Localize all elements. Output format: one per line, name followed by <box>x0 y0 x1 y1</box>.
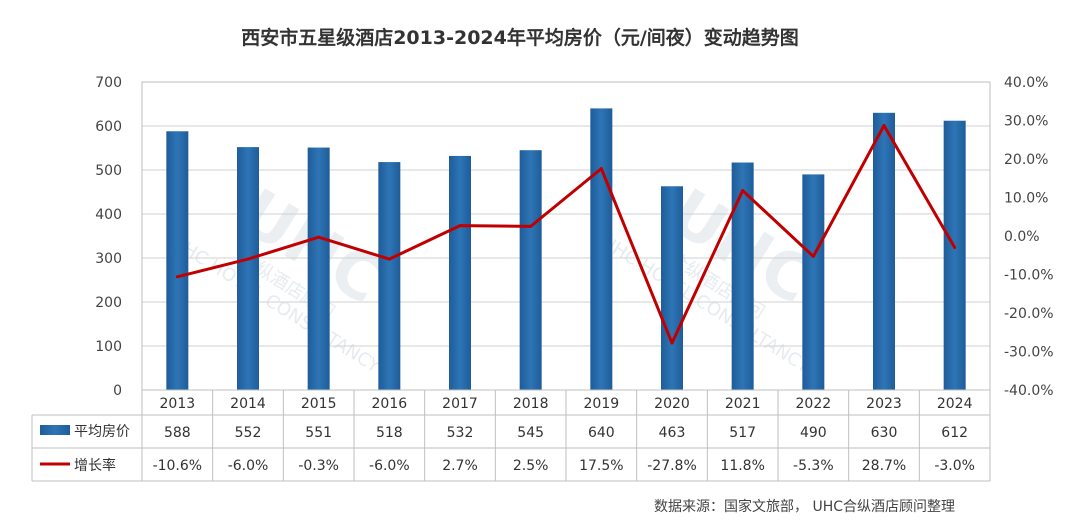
growth-point <box>529 224 533 228</box>
right-tick-label: 30.0% <box>1004 114 1048 130</box>
bar-value-label: 612 <box>941 425 968 441</box>
bar-value-label: 517 <box>729 425 756 441</box>
bar <box>166 131 189 390</box>
bar <box>873 112 895 391</box>
category-label: 2018 <box>513 396 549 412</box>
growth-point <box>670 341 674 345</box>
source-note: 数据来源：国家文旅部， UHC合纵酒店顾问整理 <box>654 498 955 515</box>
growth-value-label: -3.0% <box>934 458 975 474</box>
legend-key-bar <box>40 425 70 435</box>
growth-value-label: 11.8% <box>720 458 764 474</box>
bar <box>943 120 966 390</box>
growth-point <box>741 189 745 193</box>
category-label: 2019 <box>584 396 620 412</box>
bar <box>237 147 259 390</box>
growth-value-label: -10.6% <box>153 458 203 474</box>
right-tick-label: -40.0% <box>1004 383 1054 399</box>
bar <box>661 186 683 390</box>
bar-value-label: 532 <box>447 425 474 441</box>
category-label: 2020 <box>654 396 690 412</box>
bar-value-label: 630 <box>871 425 898 441</box>
bar <box>731 162 754 390</box>
growth-value-label: 2.7% <box>442 458 478 474</box>
right-tick-label: -10.0% <box>1004 268 1054 284</box>
category-label: 2014 <box>230 396 266 412</box>
bar-value-label: 490 <box>800 425 827 441</box>
growth-line <box>176 124 956 345</box>
bar <box>802 174 825 390</box>
left-tick-label: 700 <box>95 75 122 91</box>
left-tick-label: 200 <box>95 295 122 311</box>
growth-value-label: -6.0% <box>369 458 410 474</box>
bar-value-label: 552 <box>235 425 262 441</box>
bar <box>519 150 542 390</box>
bar-value-label: 518 <box>376 425 403 441</box>
bar-value-label: 463 <box>659 425 686 441</box>
left-tick-label: 100 <box>95 339 122 355</box>
right-tick-label: 0.0% <box>1004 229 1040 245</box>
category-label: 2022 <box>796 396 832 412</box>
bar-series <box>166 108 966 391</box>
growth-value-label: 17.5% <box>579 458 623 474</box>
growth-value-label: 28.7% <box>862 458 906 474</box>
growth-point <box>458 224 462 228</box>
growth-point <box>811 254 815 258</box>
left-tick-label: 0 <box>113 383 122 399</box>
bar <box>378 162 401 390</box>
growth-value-label: -5.3% <box>793 458 834 474</box>
bar <box>449 155 471 390</box>
chart-title: 西安市五星级酒店2013-2024年平均房价（元/间夜）变动趋势图 <box>241 26 799 49</box>
right-tick-label: -30.0% <box>1004 345 1054 361</box>
bar-value-label: 640 <box>588 425 615 441</box>
category-label: 2023 <box>866 396 902 412</box>
right-tick-label: -20.0% <box>1004 306 1054 322</box>
category-label: 2021 <box>725 396 761 412</box>
bar-value-label: 551 <box>305 425 332 441</box>
axes: 0 100 200 300 400 500 600 700 -40.0% -30.0% -20.0%… <box>95 75 1053 399</box>
category-label: 2016 <box>372 396 408 412</box>
category-label: 2013 <box>160 396 196 412</box>
bar <box>307 147 330 390</box>
data-table: 2013 588 -10.6% 2014 552 -6.0% 2015 551 -0.3% 201… <box>31 390 991 482</box>
left-tick-label: 600 <box>95 119 122 135</box>
left-tick-label: 500 <box>95 163 122 179</box>
right-tick-label: 20.0% <box>1004 152 1048 168</box>
category-label: 2015 <box>301 396 337 412</box>
growth-point <box>246 257 250 261</box>
bar-value-label: 588 <box>164 425 191 441</box>
watermark: UHC合纵酒店顾问UHC HOTEL CONSULTANCYUHC合纵酒店顾问U… <box>167 175 825 378</box>
line-series <box>175 124 957 345</box>
growth-value-label: -27.8% <box>647 458 697 474</box>
growth-point <box>953 246 957 250</box>
right-tick-label: 10.0% <box>1004 191 1048 207</box>
category-label: 2017 <box>442 396 478 412</box>
growth-point <box>882 124 886 128</box>
category-label: 2024 <box>937 396 973 412</box>
growth-value-label: -0.3% <box>298 458 339 474</box>
growth-value-label: -6.0% <box>228 458 269 474</box>
right-tick-label: 40.0% <box>1004 75 1048 91</box>
gridlines <box>142 81 990 391</box>
bar <box>590 108 613 391</box>
legend-label-bar: 平均房价 <box>74 424 130 440</box>
left-tick-label: 400 <box>95 207 122 223</box>
bar-value-label: 545 <box>517 425 544 441</box>
growth-point <box>599 167 603 171</box>
growth-point <box>387 257 391 261</box>
growth-point <box>175 275 179 279</box>
growth-value-label: 2.5% <box>513 458 549 474</box>
legend-label-line: 增长率 <box>74 457 116 474</box>
left-tick-label: 300 <box>95 251 122 267</box>
growth-point <box>317 235 321 239</box>
